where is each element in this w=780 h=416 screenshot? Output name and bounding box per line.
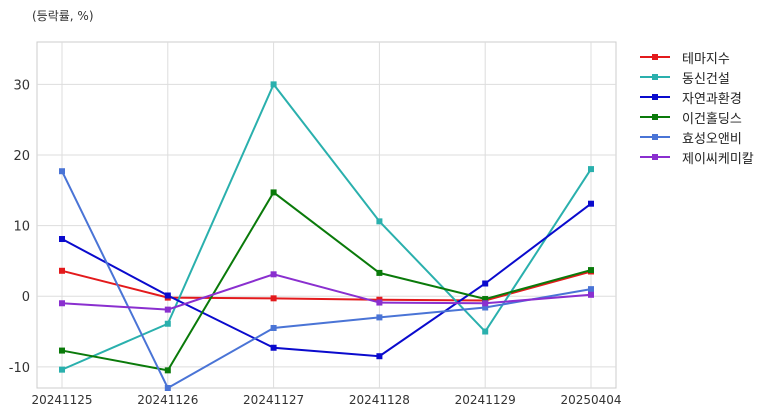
x-tick-label: 20241126 [137, 393, 198, 407]
legend-item: 제이씨케미칼 [640, 147, 754, 167]
data-point [482, 300, 489, 307]
data-point [588, 286, 594, 293]
data-point [482, 280, 489, 287]
data-point [270, 81, 277, 88]
data-point [482, 304, 489, 311]
series-line-2 [61, 202, 592, 358]
series-line-5 [61, 273, 592, 311]
legend-label: 테마지수 [682, 51, 730, 67]
data-point [588, 166, 594, 173]
y-tick-label: 0 [22, 290, 30, 305]
y-tick-label: 20 [13, 149, 30, 164]
data-point [270, 271, 277, 278]
legend-label: 효성오앤비 [682, 131, 742, 147]
data-point [270, 189, 277, 196]
data-point [164, 306, 171, 313]
legend-swatch [640, 150, 670, 164]
legend-item: 이건홀딩스 [640, 107, 754, 127]
data-point [164, 320, 171, 327]
data-point [59, 300, 65, 307]
data-point [588, 267, 594, 274]
legend-item: 자연과환경 [640, 87, 754, 107]
data-point [376, 299, 383, 306]
series-line-3 [61, 190, 592, 372]
legend-swatch [640, 110, 670, 124]
data-point [376, 269, 383, 276]
legend-label: 동신건설 [682, 71, 730, 87]
legend-swatch [640, 70, 670, 84]
x-tick-label: 20250404 [560, 393, 621, 407]
y-tick-label: -10 [9, 361, 30, 376]
data-point [164, 367, 171, 374]
data-point [270, 344, 277, 351]
plot-area [36, 41, 617, 389]
data-point [59, 366, 65, 373]
legend-label: 자연과환경 [682, 91, 742, 107]
data-point [376, 353, 383, 360]
y-tick-label: 10 [13, 220, 30, 235]
y-tick-label: 30 [13, 78, 30, 93]
legend-swatch [640, 130, 670, 144]
unit-label: (등락률, %) [32, 9, 94, 23]
data-point [59, 347, 65, 354]
legend-swatch [640, 50, 670, 64]
data-point [376, 218, 383, 225]
data-point [59, 236, 65, 243]
data-point [588, 200, 594, 207]
legend-item: 테마지수 [640, 47, 754, 67]
legend-item: 효성오앤비 [640, 127, 754, 147]
legend-swatch [640, 90, 670, 104]
x-tick-label: 20241125 [31, 393, 92, 407]
x-tick-label: 20241129 [455, 393, 516, 407]
data-point [482, 296, 489, 303]
data-point [164, 292, 171, 299]
series-line-4 [61, 170, 592, 390]
data-point [270, 295, 277, 302]
data-point [588, 291, 594, 298]
data-point [59, 168, 65, 175]
data-point [270, 324, 277, 331]
x-tick-label: 20241127 [243, 393, 304, 407]
series-line-0 [61, 269, 592, 302]
x-tick-label: 20241128 [349, 393, 410, 407]
legend-label: 이건홀딩스 [682, 111, 742, 127]
data-point [376, 314, 383, 321]
legend-label: 제이씨케미칼 [682, 151, 754, 167]
data-point [482, 328, 489, 335]
data-point [164, 385, 171, 391]
data-point [59, 267, 65, 274]
legend-item: 동신건설 [640, 67, 754, 87]
